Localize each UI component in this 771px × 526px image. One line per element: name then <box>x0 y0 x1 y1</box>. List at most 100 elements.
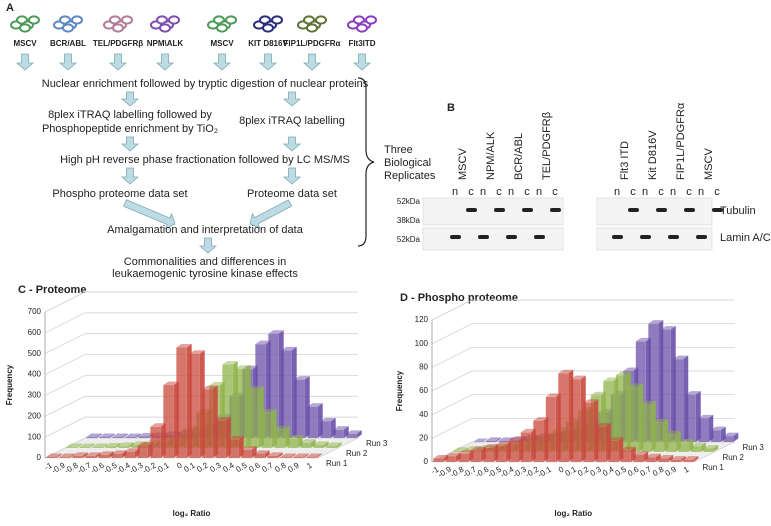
bar-side <box>225 416 231 458</box>
bar-front <box>326 445 337 449</box>
bar-top <box>267 452 283 456</box>
bar <box>678 439 694 453</box>
bar <box>125 433 141 439</box>
lane-label: Flt3 ITD <box>619 141 631 180</box>
bar-front <box>433 458 444 463</box>
band <box>550 208 561 212</box>
bar-side <box>304 376 310 438</box>
legend-label: Run 1 <box>703 463 725 472</box>
replicates: Three <box>384 144 413 156</box>
cell <box>365 15 377 25</box>
arrow <box>15 53 35 71</box>
bar-side <box>160 423 166 458</box>
bar-side <box>593 399 599 462</box>
y-axis-label: Frequency <box>5 364 14 405</box>
legend-label: Run 3 <box>743 443 765 452</box>
x-tick-label: 1 <box>682 464 691 474</box>
fraction-label: c <box>714 186 720 198</box>
bracket <box>357 77 375 247</box>
fraction-label: n <box>536 186 542 198</box>
arrow <box>212 53 232 71</box>
bar <box>294 376 310 439</box>
band <box>684 208 695 212</box>
band <box>522 208 533 212</box>
bar-side <box>695 391 701 442</box>
y-tick-label: 0 <box>37 453 42 462</box>
bar-side <box>316 453 322 458</box>
step: leukaemogenic tyrosine kinase effects <box>112 268 298 280</box>
grid-line <box>44 333 358 355</box>
bar-front <box>313 444 324 449</box>
x-tick-label: 0 <box>557 464 566 474</box>
x-tick-label: 0.9 <box>664 464 679 478</box>
bar-side <box>733 432 739 442</box>
x-tick-label: -1 <box>430 464 441 476</box>
fraction-label: c <box>658 186 664 198</box>
cell <box>271 15 283 25</box>
band <box>656 208 667 212</box>
cell <box>159 23 171 33</box>
blot <box>596 197 713 226</box>
bar-side <box>630 446 636 462</box>
bar-top <box>138 432 154 437</box>
bar <box>66 443 82 449</box>
fraction-label: n <box>452 186 458 198</box>
bar-top <box>137 441 153 446</box>
arrow <box>282 91 302 107</box>
bar <box>300 439 316 449</box>
bar-top <box>72 452 88 456</box>
bar <box>267 452 283 459</box>
bar <box>683 456 699 463</box>
row-label: Lamin A/C <box>720 232 771 244</box>
bar-side <box>713 444 719 452</box>
legend-label: Run 3 <box>366 439 388 448</box>
bar-side <box>115 442 121 448</box>
arrow <box>155 53 175 71</box>
bar <box>685 391 701 443</box>
step: High pH reverse phase fractionation foll… <box>60 154 350 166</box>
x-tick-label: 0.2 <box>195 460 210 474</box>
bar-side <box>186 343 192 458</box>
arrow <box>258 53 278 71</box>
bar-side <box>555 393 561 462</box>
bar <box>458 450 474 463</box>
fraction-label: c <box>468 186 474 198</box>
grid-line <box>431 299 735 321</box>
bar-top <box>105 442 121 447</box>
blot <box>422 227 564 251</box>
cell-label: MSCV <box>13 39 37 48</box>
bar-side <box>443 454 449 462</box>
bar-front <box>138 436 149 439</box>
arrow <box>123 199 176 230</box>
bar-side <box>317 403 323 438</box>
arrow <box>352 53 372 71</box>
bar-side <box>251 446 257 458</box>
grid-line <box>44 312 358 334</box>
y-tick-label: 80 <box>419 362 428 371</box>
step: Phosphopeptide enrichment by TiO₂ <box>42 123 218 135</box>
bar-side <box>668 454 674 462</box>
bar-side <box>76 443 82 448</box>
bar-side <box>134 448 140 458</box>
x-tick-label: -0.1 <box>536 464 553 479</box>
cell <box>216 23 228 33</box>
band <box>478 235 489 239</box>
bar-side <box>708 414 714 442</box>
bar-side <box>245 365 251 448</box>
bar <box>79 443 95 449</box>
bar <box>608 437 624 463</box>
arrow <box>282 167 302 185</box>
lane-label: MSCV <box>457 148 469 180</box>
bar-top <box>255 340 271 345</box>
bar-top <box>235 365 251 369</box>
bar <box>723 432 739 443</box>
legend-label: Run 2 <box>723 453 745 462</box>
bar-side <box>480 446 486 462</box>
marker: 38kDa <box>397 216 421 225</box>
bar-side <box>650 401 656 452</box>
step: 8plex iTRAQ labelling <box>239 115 345 127</box>
bar-top <box>202 385 218 390</box>
y-axis-label: Frequency <box>395 370 404 411</box>
band <box>612 235 623 239</box>
bar-front <box>280 456 291 459</box>
